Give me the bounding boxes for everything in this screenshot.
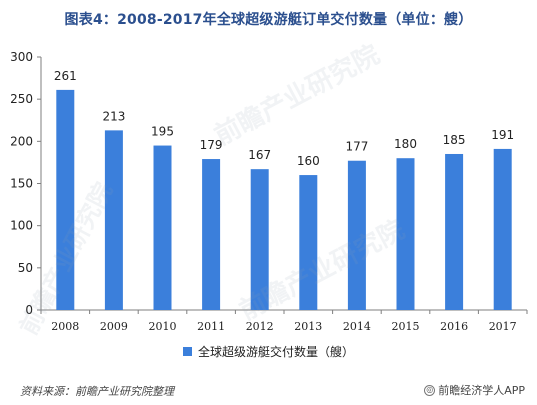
y-tick-label: 200: [10, 134, 33, 148]
bar-value-label: 191: [491, 128, 514, 142]
brand-credit: ◎ 前瞻经济学人APP: [424, 382, 525, 398]
x-tick-label: 2013: [294, 320, 322, 333]
brand-logo-icon: ◎: [424, 385, 435, 396]
x-tick-label: 2017: [489, 320, 517, 333]
bar-value-label: 185: [443, 133, 466, 147]
bar-2014: [348, 161, 366, 310]
y-axis: 0 50 100 150 200 250 300: [10, 50, 41, 317]
y-tick-label: 250: [10, 92, 33, 106]
brand-label: 前瞻经济学人APP: [438, 382, 525, 398]
legend-label: 全球超级游艇交付数量（艘）: [198, 343, 354, 360]
bar-2008: [56, 90, 74, 310]
x-tick-label: 2008: [51, 320, 79, 333]
x-tick-label: 2010: [149, 320, 177, 333]
y-tick-label: 300: [10, 50, 33, 64]
bar-value-label: 195: [151, 125, 174, 139]
bar-2009: [105, 130, 123, 310]
y-tick-label: 100: [10, 219, 33, 233]
bar-value-label: 177: [345, 140, 368, 154]
bar-value-label: 160: [297, 154, 320, 168]
legend: 全球超级游艇交付数量（艘）: [0, 343, 537, 360]
x-tick-label: 2011: [197, 320, 225, 333]
bar-value-label: 179: [200, 138, 223, 152]
bar-2013: [299, 175, 317, 310]
y-tick-label: 150: [10, 177, 33, 191]
bar-2011: [202, 159, 220, 310]
bar-2010: [154, 146, 172, 310]
y-tick-label: 50: [18, 261, 33, 275]
bar-2017: [494, 149, 512, 310]
x-tick-label: 2012: [246, 320, 274, 333]
bar-value-label: 167: [248, 148, 271, 162]
legend-swatch: [183, 347, 192, 356]
y-tick-label: 0: [25, 303, 33, 317]
bar-2015: [397, 158, 415, 310]
bar-value-label: 213: [102, 109, 125, 123]
x-axis: 2008 2009 2010 2011 2012 2013 2014 2015 2016 2017: [41, 310, 527, 333]
bar-value-label: 261: [54, 69, 77, 83]
bar-2012: [251, 169, 269, 310]
bar-2016: [445, 154, 463, 310]
x-tick-label: 2014: [343, 320, 371, 333]
x-tick-label: 2016: [440, 320, 468, 333]
x-tick-label: 2015: [392, 320, 420, 333]
bar-value-label: 180: [394, 137, 417, 151]
x-tick-label: 2009: [100, 320, 128, 333]
source-note: 资料来源：前瞻产业研究院整理: [20, 383, 174, 399]
